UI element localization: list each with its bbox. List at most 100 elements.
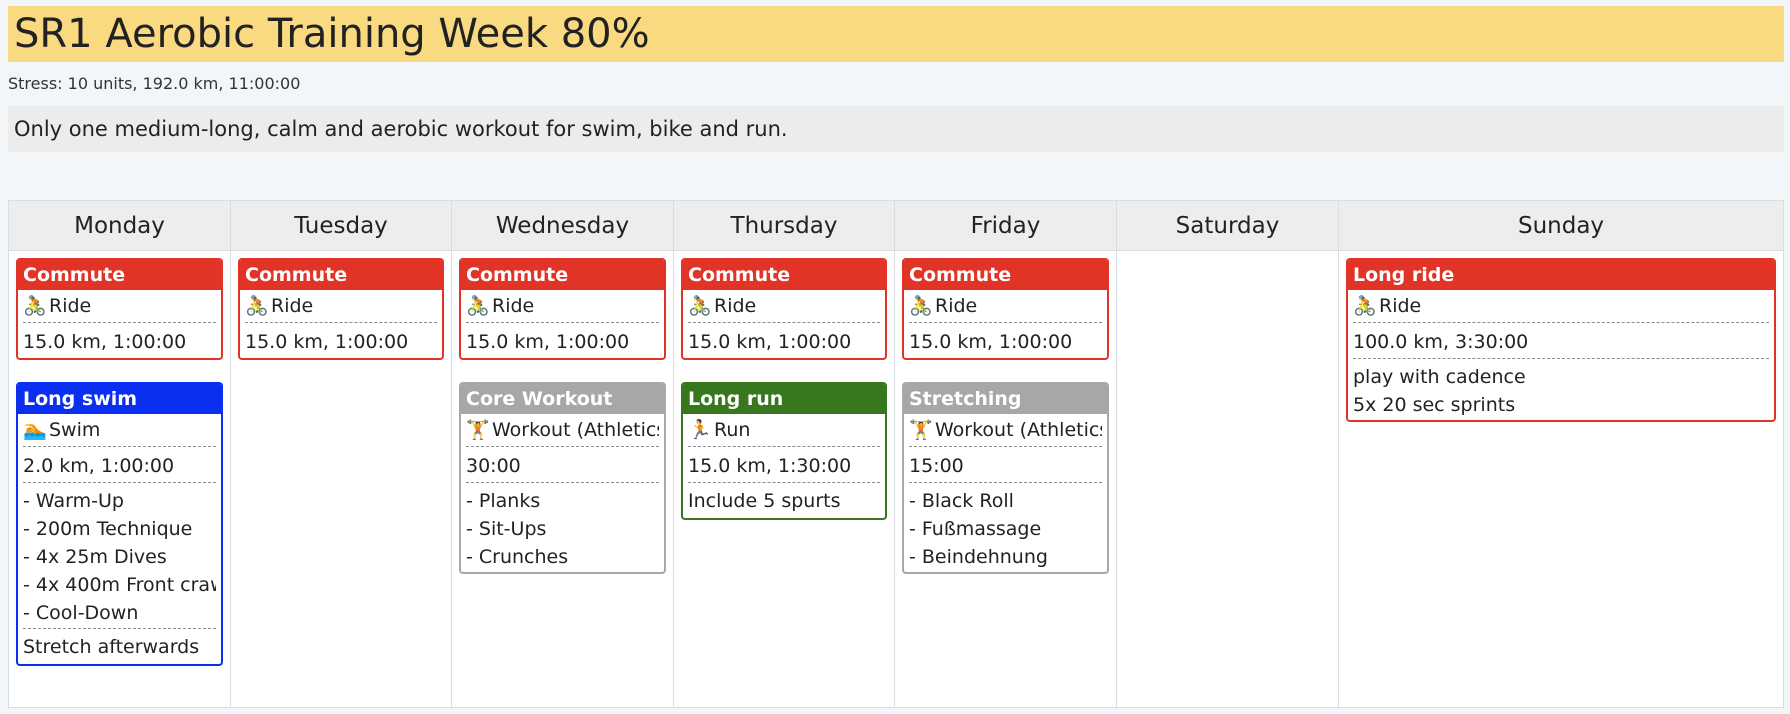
workout-stats: 15.0 km, 1:00:00 (23, 331, 187, 353)
workout-type-label: Run (714, 419, 751, 441)
workout-stats: 15.0 km, 1:00:00 (688, 331, 852, 353)
workout-type: 🏋 Workout (Athletics) (909, 414, 1102, 447)
workout-stats: 15:00 (909, 447, 1102, 483)
workout-type: 🚴 Ride (245, 290, 437, 323)
week-calendar: Monday Commute 🚴 Ride 15.0 km, 1:00:00 Long s… (8, 200, 1784, 708)
workout-card[interactable]: Commute 🚴 Ride 15.0 km, 1:00:00 (16, 258, 223, 360)
day-header: Wednesday (452, 201, 673, 251)
workout-title: Commute (240, 260, 442, 290)
day-header: Tuesday (231, 201, 451, 251)
workout-type: 🚴 Ride (688, 290, 880, 323)
workout-title: Core Workout (461, 384, 664, 414)
workout-card[interactable]: Long swim 🏊 Swim 2.0 km, 1:00:00- Warm-Up - … (16, 382, 223, 666)
day-header: Saturday (1117, 201, 1338, 251)
workout-detail-line: - Cool-Down (23, 602, 139, 624)
day-header: Monday (9, 201, 230, 251)
workout-title: Commute (18, 260, 221, 290)
workout-type-label: Ride (935, 295, 978, 317)
workout-details: play with cadence 5x 20 sec sprints (1353, 359, 1769, 420)
weightlifter-icon: 🏋 (466, 419, 490, 441)
workout-details: - Planks - Sit-Ups - Crunches (466, 483, 659, 572)
workout-detail-line: - Crunches (466, 546, 569, 568)
day-column-wednesday: Wednesday Commute 🚴 Ride 15.0 km, 1:00:00 Cor… (452, 201, 674, 707)
week-description: Only one medium-long, calm and aerobic w… (8, 106, 1784, 152)
workout-title: Commute (461, 260, 664, 290)
workout-detail-line: - Black Roll (909, 490, 1014, 512)
workout-type-label: Workout (Athletics) (492, 419, 659, 441)
workout-card[interactable]: Long ride 🚴 Ride 100.0 km, 3:30:00 play with… (1346, 258, 1776, 422)
workout-card[interactable]: Commute 🚴 Ride 15.0 km, 1:00:00 (238, 258, 444, 360)
day-workouts: Commute 🚴 Ride 15.0 km, 1:00:00 Long run 🏃 Run… (674, 251, 894, 520)
day-header: Friday (895, 201, 1116, 251)
workout-stats: 2.0 km, 1:00:00 (23, 447, 216, 483)
workout-type-label: Ride (714, 295, 757, 317)
cyclist-icon: 🚴 (688, 295, 712, 317)
workout-title: Commute (683, 260, 885, 290)
workout-type-label: Ride (1379, 295, 1422, 317)
workout-detail-line: - Beindehnung (909, 546, 1048, 568)
workout-stats: 15.0 km, 1:00:00 (466, 331, 630, 353)
day-workouts: Long ride 🚴 Ride 100.0 km, 3:30:00 play with… (1339, 251, 1783, 422)
workout-card[interactable]: Commute 🚴 Ride 15.0 km, 1:00:00 (459, 258, 666, 360)
swimmer-icon: 🏊 (23, 419, 47, 441)
workout-stats: 15.0 km, 1:00:00 (245, 331, 409, 353)
workout-stats: 15.0 km, 1:30:00 (688, 447, 880, 483)
day-header: Sunday (1339, 201, 1783, 251)
workout-type: 🏃 Run (688, 414, 880, 447)
day-workouts: Commute 🚴 Ride 15.0 km, 1:00:00 Long swim 🏊 Sw… (9, 251, 230, 666)
day-column-thursday: Thursday Commute 🚴 Ride 15.0 km, 1:00:00 Long… (674, 201, 895, 707)
page-title: SR1 Aerobic Training Week 80% (8, 6, 1784, 62)
workout-type: 🚴 Ride (1353, 290, 1769, 323)
workout-title: Long ride (1348, 260, 1774, 290)
workout-detail-line: - Planks (466, 490, 541, 512)
workout-note: Include 5 spurts (688, 490, 841, 512)
weightlifter-icon: 🏋 (909, 419, 933, 441)
workout-detail-line: - 4x 400m Front crawl (23, 574, 216, 596)
day-column-tuesday: Tuesday Commute 🚴 Ride 15.0 km, 1:00:00 (231, 201, 452, 707)
workout-card[interactable]: Commute 🚴 Ride 15.0 km, 1:00:00 (902, 258, 1109, 360)
workout-type-label: Ride (492, 295, 535, 317)
cyclist-icon: 🚴 (909, 295, 933, 317)
cyclist-icon: 🚴 (1353, 295, 1377, 317)
workout-type: 🏊 Swim (23, 414, 216, 447)
workout-details: - Black Roll - Fußmassage - Beindehnung (909, 483, 1102, 572)
stress-summary: Stress: 10 units, 192.0 km, 11:00:00 (8, 74, 301, 93)
day-workouts (1117, 251, 1338, 258)
workout-detail-line: - 200m Technique (23, 518, 193, 540)
runner-icon: 🏃 (688, 419, 712, 441)
workout-detail-line: - Warm-Up (23, 490, 124, 512)
workout-type-label: Ride (271, 295, 314, 317)
workout-details: - Warm-Up - 200m Technique - 4x 25m Dives -… (23, 483, 216, 629)
workout-card[interactable]: Long run 🏃 Run 15.0 km, 1:30:00 Include 5 sp… (681, 382, 887, 520)
cyclist-icon: 🚴 (23, 295, 47, 317)
workout-card[interactable]: Commute 🚴 Ride 15.0 km, 1:00:00 (681, 258, 887, 360)
day-workouts: Commute 🚴 Ride 15.0 km, 1:00:00 (231, 251, 451, 360)
workout-type: 🚴 Ride (466, 290, 659, 323)
workout-stats: 100.0 km, 3:30:00 (1353, 323, 1769, 359)
workout-type-label: Swim (49, 419, 101, 441)
day-header: Thursday (674, 201, 894, 251)
workout-title: Long swim (18, 384, 221, 414)
workout-detail-line: - Sit-Ups (466, 518, 547, 540)
workout-detail-line: 5x 20 sec sprints (1353, 394, 1516, 416)
day-column-monday: Monday Commute 🚴 Ride 15.0 km, 1:00:00 Long s… (9, 201, 231, 707)
workout-detail-line: play with cadence (1353, 366, 1526, 388)
workout-type: 🏋 Workout (Athletics) (466, 414, 659, 447)
workout-card[interactable]: Core Workout 🏋 Workout (Athletics) 30:00- P… (459, 382, 666, 574)
workout-detail-line: - 4x 25m Dives (23, 546, 167, 568)
workout-stats: 15.0 km, 1:00:00 (909, 331, 1073, 353)
workout-title: Long run (683, 384, 885, 414)
cyclist-icon: 🚴 (245, 295, 269, 317)
workout-title: Commute (904, 260, 1107, 290)
cyclist-icon: 🚴 (466, 295, 490, 317)
day-workouts: Commute 🚴 Ride 15.0 km, 1:00:00 Stretching 🏋 W… (895, 251, 1116, 574)
workout-stats: 30:00 (466, 447, 659, 483)
workout-note: Stretch afterwards (23, 636, 200, 658)
day-column-saturday: Saturday (1117, 201, 1339, 707)
workout-type: 🚴 Ride (909, 290, 1102, 323)
day-workouts: Commute 🚴 Ride 15.0 km, 1:00:00 Core Workout… (452, 251, 673, 574)
workout-type: 🚴 Ride (23, 290, 216, 323)
workout-title: Stretching (904, 384, 1107, 414)
workout-card[interactable]: Stretching 🏋 Workout (Athletics) 15:00- Bla… (902, 382, 1109, 574)
